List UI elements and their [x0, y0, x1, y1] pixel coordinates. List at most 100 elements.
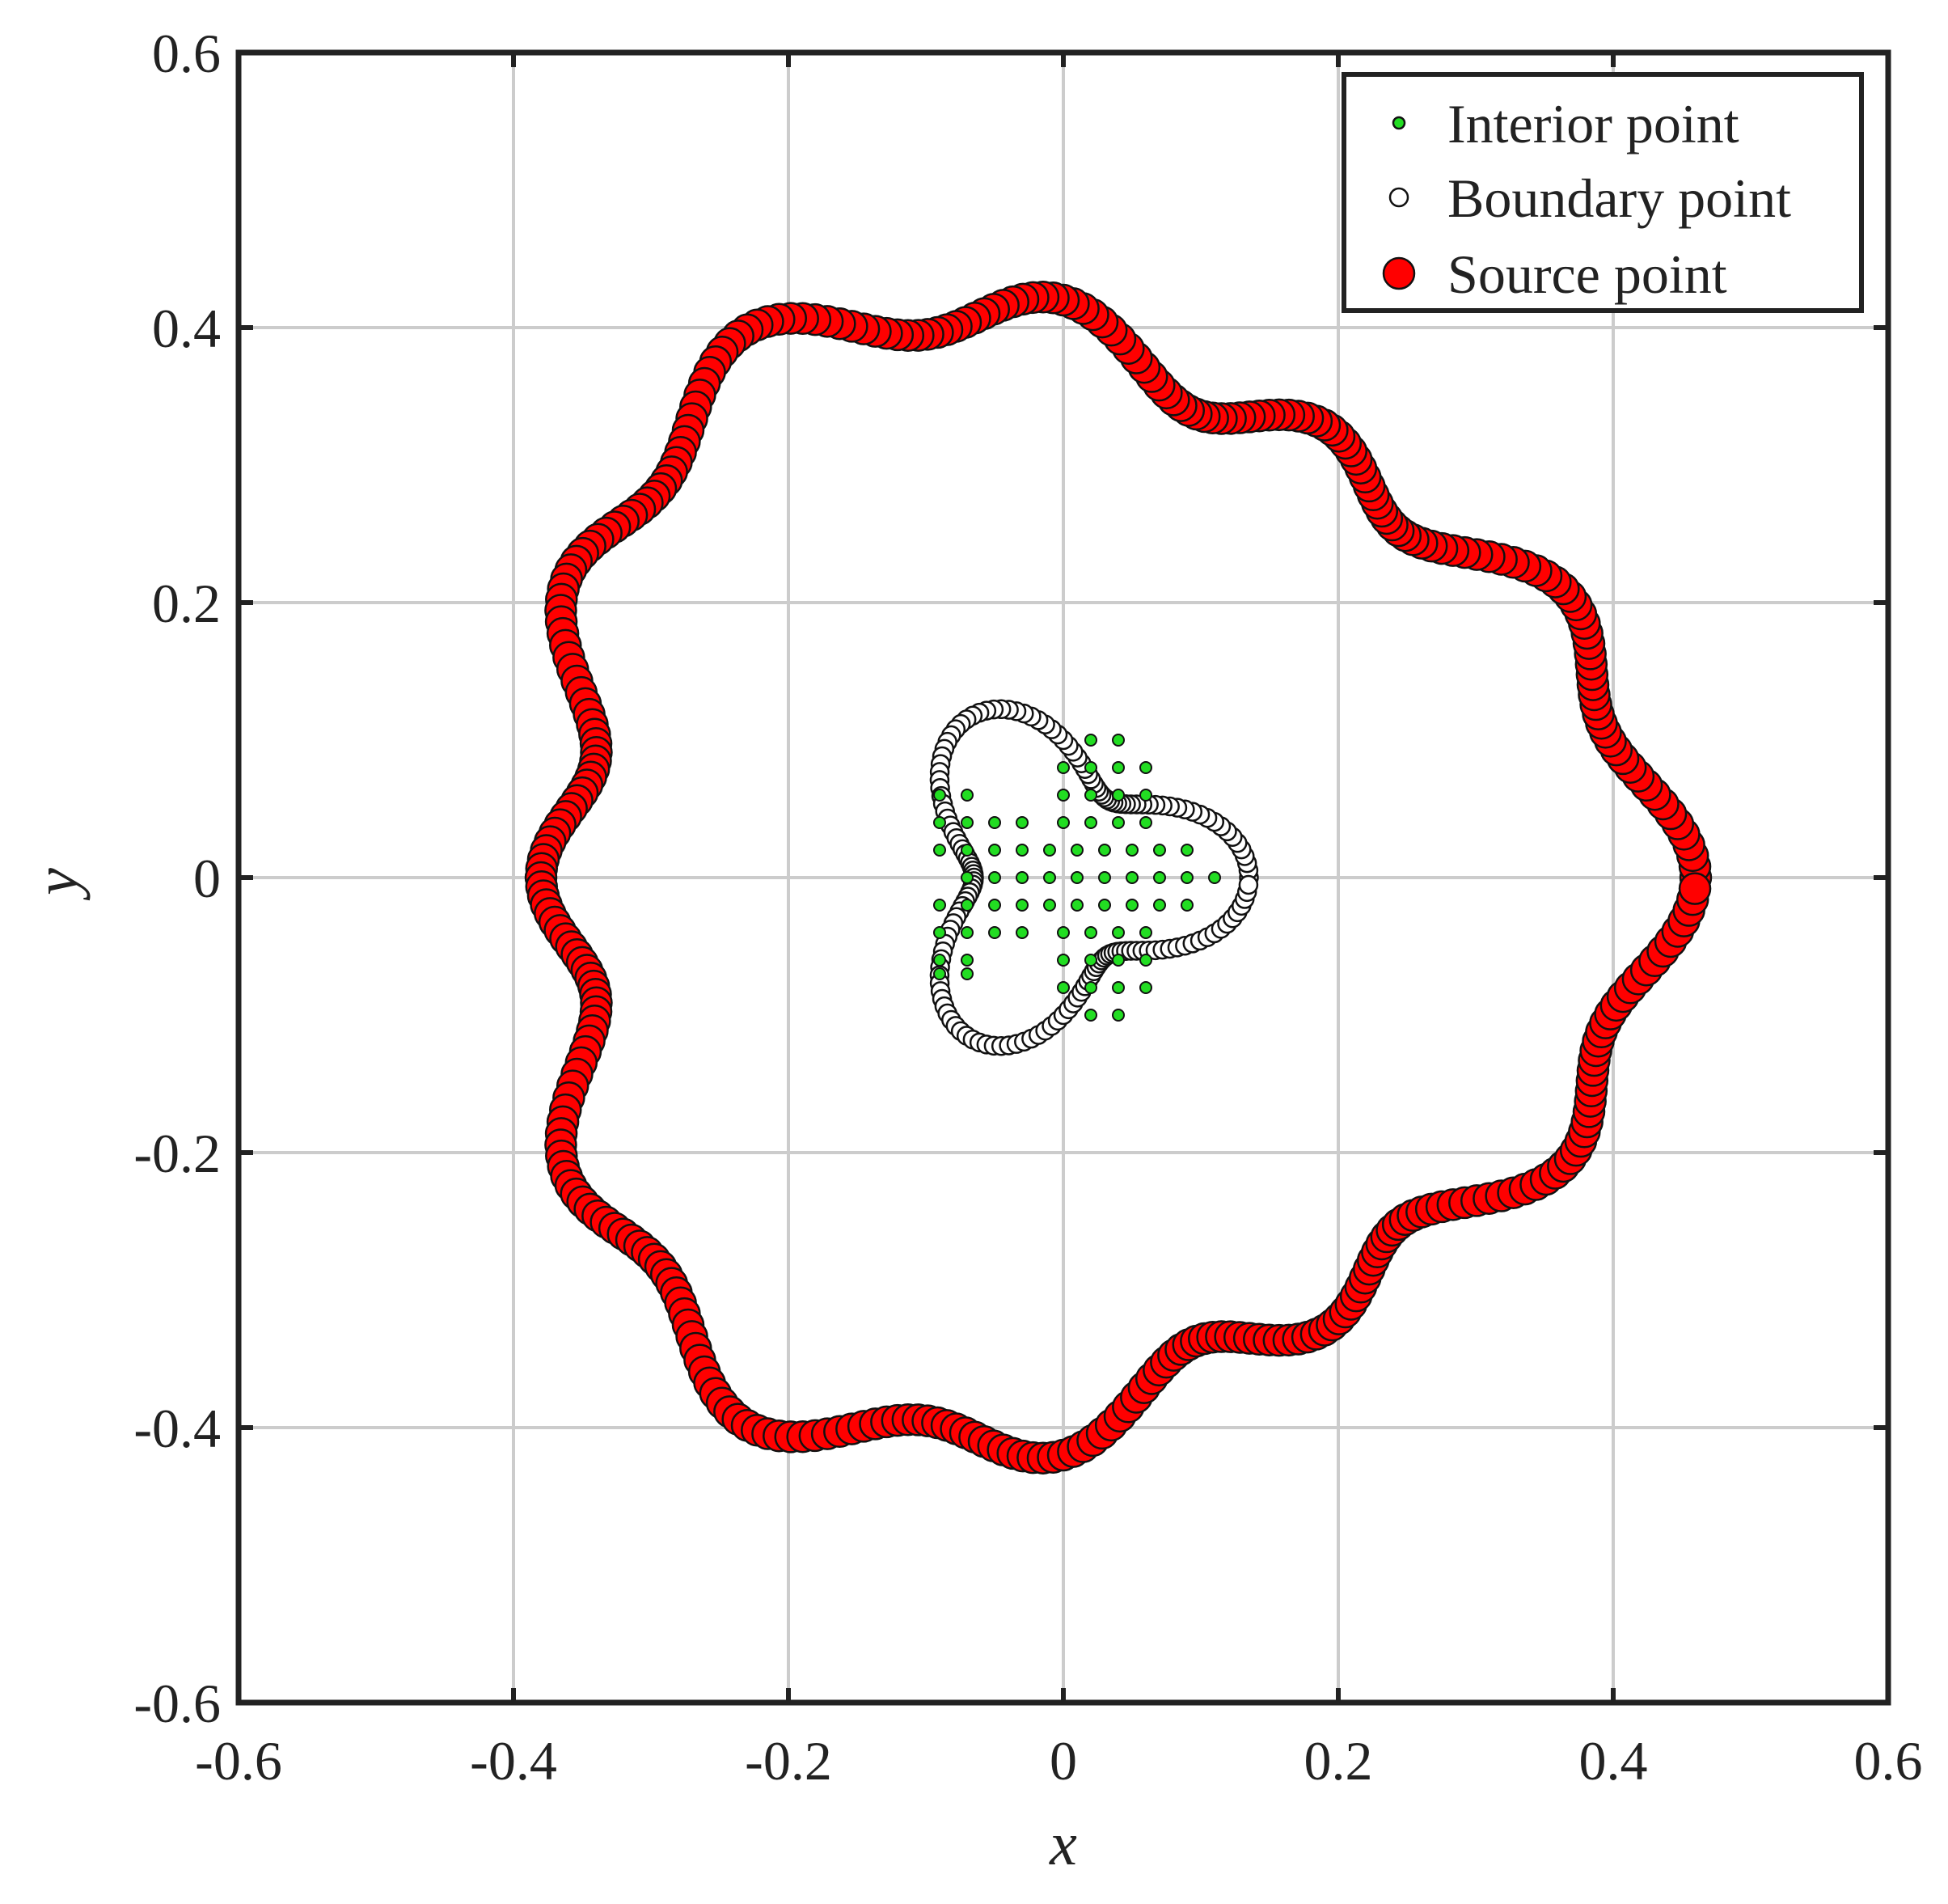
x-tick-label: 0	[1050, 1730, 1077, 1792]
interior-point	[1043, 871, 1056, 884]
interior-point	[1084, 789, 1097, 802]
y-tick-label: 0	[193, 848, 221, 909]
boundary-point	[1238, 874, 1259, 895]
interior-point	[988, 844, 1001, 857]
y-tick-labels: -0.6 -0.4 -0.2 0 0.2 0.4 0.6	[133, 23, 221, 1734]
legend: Interior point Boundary point Source poi…	[1342, 72, 1864, 313]
x-tick-label: -0.6	[195, 1730, 282, 1792]
interior-point	[1084, 1009, 1097, 1022]
interior-point	[1057, 926, 1070, 939]
interior-point	[988, 926, 1001, 939]
x-tick-label: -0.2	[745, 1730, 832, 1792]
interior-point	[1098, 844, 1111, 857]
y-tick-label: 0.4	[152, 298, 221, 359]
interior-point	[961, 789, 974, 802]
interior-point	[1153, 899, 1166, 912]
interior-point	[1153, 871, 1166, 884]
source-point-series	[524, 281, 1713, 1475]
source-point	[1678, 872, 1712, 905]
interior-point	[1112, 926, 1125, 939]
interior-point	[961, 871, 974, 884]
interior-point	[1208, 871, 1221, 884]
interior-point	[961, 816, 974, 829]
interior-point	[1043, 899, 1056, 912]
x-tick-label: 0.2	[1304, 1730, 1373, 1792]
interior-point	[961, 844, 974, 857]
legend-label-boundary: Boundary point	[1447, 167, 1791, 229]
interior-point	[1016, 816, 1029, 829]
interior-point	[1139, 926, 1152, 939]
interior-point	[1084, 954, 1097, 967]
y-tick-label: 0.2	[152, 573, 221, 634]
interior-point	[1139, 981, 1152, 994]
interior-point	[1153, 844, 1166, 857]
interior-point	[1139, 789, 1152, 802]
interior-point	[1043, 844, 1056, 857]
y-tick-label: 0.6	[152, 23, 221, 84]
legend-marker-source	[1382, 256, 1416, 290]
interior-point	[961, 967, 974, 980]
interior-point-series	[933, 734, 1221, 1022]
y-axis-label: y	[23, 868, 91, 901]
interior-point	[961, 899, 974, 912]
interior-point	[933, 926, 946, 939]
interior-point	[1126, 844, 1139, 857]
interior-point	[1016, 844, 1029, 857]
interior-point	[933, 816, 946, 829]
interior-point	[933, 899, 946, 912]
interior-point	[1139, 816, 1152, 829]
interior-point	[1084, 816, 1097, 829]
interior-point	[988, 899, 1001, 912]
legend-box	[1342, 72, 1864, 313]
interior-point	[1181, 899, 1194, 912]
interior-point	[1016, 899, 1029, 912]
interior-point	[1181, 844, 1194, 857]
interior-point	[1057, 816, 1070, 829]
interior-point	[988, 871, 1001, 884]
interior-point	[1139, 954, 1152, 967]
interior-point	[1181, 871, 1194, 884]
x-tick-labels: -0.6 -0.4 -0.2 0 0.2 0.4 0.6	[195, 1730, 1922, 1792]
x-axis-label: x	[1049, 1810, 1077, 1878]
x-tick-label: -0.4	[470, 1730, 557, 1792]
interior-point	[1098, 871, 1111, 884]
interior-point	[1112, 816, 1125, 829]
interior-point	[1057, 789, 1070, 802]
legend-label-source: Source point	[1447, 243, 1727, 305]
interior-point	[1112, 734, 1125, 747]
interior-point	[933, 844, 946, 857]
interior-point	[1126, 871, 1139, 884]
interior-point	[933, 789, 946, 802]
interior-point	[1057, 761, 1070, 774]
interior-point	[988, 816, 1001, 829]
interior-point	[1112, 1009, 1125, 1022]
interior-point	[933, 967, 946, 980]
interior-point	[1112, 789, 1125, 802]
interior-point	[1016, 871, 1029, 884]
x-tick-label: 0.6	[1854, 1730, 1923, 1792]
interior-point	[1057, 954, 1070, 967]
legend-marker-interior	[1392, 116, 1406, 130]
axis-ticks	[236, 50, 1891, 1705]
interior-point	[1084, 981, 1097, 994]
interior-point	[1016, 926, 1029, 939]
x-tick-label: 0.4	[1579, 1730, 1648, 1792]
interior-point	[1057, 981, 1070, 994]
interior-point	[1126, 899, 1139, 912]
interior-point	[961, 954, 974, 967]
interior-point	[1071, 871, 1084, 884]
interior-point	[933, 954, 946, 967]
interior-point	[1071, 844, 1084, 857]
legend-marker-boundary	[1388, 187, 1409, 208]
interior-point	[1084, 734, 1097, 747]
interior-point	[1084, 926, 1097, 939]
y-tick-label: -0.2	[133, 1123, 221, 1184]
interior-point	[1098, 899, 1111, 912]
interior-point	[1084, 761, 1097, 774]
legend-label-interior: Interior point	[1447, 93, 1739, 154]
y-tick-label: -0.6	[133, 1673, 221, 1734]
interior-point	[1071, 899, 1084, 912]
interior-point	[1112, 981, 1125, 994]
y-tick-label: -0.4	[133, 1398, 221, 1459]
